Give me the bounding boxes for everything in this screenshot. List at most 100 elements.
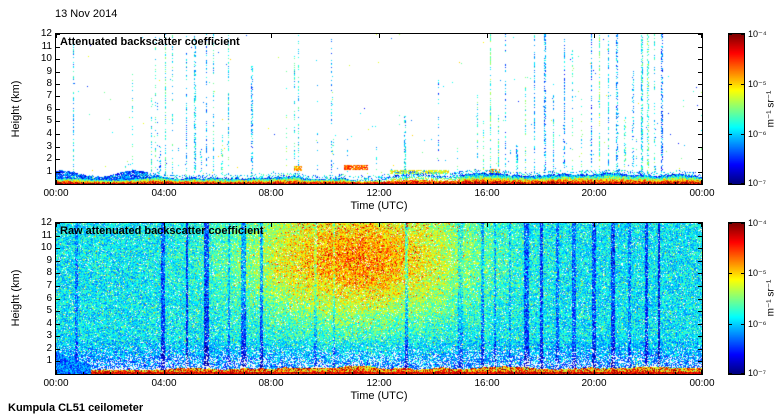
raw-backscatter-title: Raw attenuated backscatter coefficient bbox=[60, 225, 264, 237]
colorbar-tick-mark bbox=[729, 183, 732, 184]
x-minor-tick-mark bbox=[137, 182, 138, 184]
instrument-label: Kumpula CL51 ceilometer bbox=[8, 402, 144, 414]
x-minor-tick-mark bbox=[137, 372, 138, 374]
colorbar-tick-label: 10⁻⁶ bbox=[748, 129, 767, 139]
y-tick-mark bbox=[698, 72, 702, 73]
colorbar-tick-label: 10⁻⁴ bbox=[748, 218, 767, 228]
x-tick-mark bbox=[379, 223, 380, 227]
x-minor-tick-mark bbox=[621, 372, 622, 374]
x-tick-mark bbox=[487, 370, 488, 374]
y-tick-label: 10 bbox=[40, 242, 52, 253]
y-tick-mark bbox=[698, 273, 702, 274]
y-tick-mark bbox=[56, 349, 60, 350]
x-tick-mark bbox=[164, 223, 165, 227]
colorbar-tick-mark bbox=[741, 183, 744, 184]
colorbar-tick-label: 10⁻⁴ bbox=[748, 29, 767, 39]
x-tick-label: 08:00 bbox=[258, 378, 284, 389]
attenuated-backscatter-heatmap bbox=[56, 34, 702, 184]
colorbar-tick-mark bbox=[729, 223, 732, 224]
y-tick-label: 9 bbox=[46, 66, 52, 77]
x-tick-mark bbox=[487, 223, 488, 227]
x-minor-tick-mark bbox=[110, 372, 111, 374]
colorbar-tick-mark bbox=[729, 324, 732, 325]
x-tick-label: 20:00 bbox=[581, 378, 607, 389]
raw-backscatter-plot: Raw attenuated backscatter coefficient bbox=[55, 222, 703, 375]
y-tick-label: 11 bbox=[41, 41, 52, 52]
colorbar-tick-label: 10⁻⁷ bbox=[748, 178, 767, 188]
y-tick-mark bbox=[56, 324, 60, 325]
x-minor-tick-mark bbox=[244, 372, 245, 374]
raw-backscatter-heatmap bbox=[56, 223, 702, 374]
x-tick-mark bbox=[594, 34, 595, 38]
x-tick-mark bbox=[164, 34, 165, 38]
y-tick-label: 8 bbox=[46, 267, 52, 278]
y-tick-label: 10 bbox=[40, 53, 52, 64]
x-minor-tick-mark bbox=[325, 372, 326, 374]
height-axis-label-top: Height (km) bbox=[10, 80, 22, 138]
y-tick-mark bbox=[56, 134, 60, 135]
y-tick-label: 1 bbox=[46, 166, 52, 177]
colorbar-tick-label: 10⁻⁶ bbox=[748, 319, 767, 329]
colorbar-tick-mark bbox=[729, 34, 732, 35]
y-tick-mark bbox=[56, 223, 60, 224]
x-tick-label: 04:00 bbox=[151, 188, 177, 199]
x-minor-tick-mark bbox=[325, 182, 326, 184]
x-minor-tick-mark bbox=[218, 372, 219, 374]
x-minor-tick-mark bbox=[244, 182, 245, 184]
y-tick-label: 2 bbox=[46, 153, 52, 164]
y-tick-mark bbox=[56, 147, 60, 148]
y-tick-mark bbox=[698, 96, 702, 97]
y-tick-mark bbox=[56, 299, 60, 300]
colorbar-tick-mark bbox=[729, 273, 732, 274]
colorbar-tick-mark bbox=[741, 324, 744, 325]
x-minor-tick-mark bbox=[675, 182, 676, 184]
y-tick-mark bbox=[698, 34, 702, 35]
y-tick-mark bbox=[56, 159, 60, 160]
y-tick-mark bbox=[698, 47, 702, 48]
colorbar-tick-mark bbox=[741, 84, 744, 85]
y-tick-label: 1 bbox=[46, 355, 52, 366]
x-minor-tick-mark bbox=[191, 372, 192, 374]
colorbar-unit-label-top: m⁻¹ sr⁻¹ bbox=[765, 90, 777, 128]
y-tick-mark bbox=[56, 311, 60, 312]
y-tick-label: 12 bbox=[40, 28, 52, 39]
x-tick-mark bbox=[56, 370, 57, 374]
y-tick-mark bbox=[56, 109, 60, 110]
x-tick-mark bbox=[164, 180, 165, 184]
x-tick-mark bbox=[594, 370, 595, 374]
y-tick-mark bbox=[56, 34, 60, 35]
colorbar-gradient-top bbox=[729, 34, 744, 184]
y-tick-mark bbox=[56, 84, 60, 85]
y-tick-mark bbox=[698, 349, 702, 350]
y-tick-mark bbox=[698, 109, 702, 110]
x-minor-tick-mark bbox=[514, 372, 515, 374]
y-tick-mark bbox=[698, 134, 702, 135]
y-tick-mark bbox=[698, 172, 702, 173]
colorbar-tick-mark bbox=[741, 34, 744, 35]
colorbar-tick-mark bbox=[729, 373, 732, 374]
height-axis-label-bottom: Height (km) bbox=[10, 269, 22, 327]
colorbar-tick-mark bbox=[741, 373, 744, 374]
y-tick-mark bbox=[56, 248, 60, 249]
y-tick-label: 4 bbox=[46, 318, 52, 329]
y-tick-mark bbox=[698, 121, 702, 122]
x-tick-mark bbox=[594, 180, 595, 184]
x-minor-tick-mark bbox=[460, 182, 461, 184]
y-tick-label: 3 bbox=[46, 141, 52, 152]
y-tick-mark bbox=[698, 159, 702, 160]
y-tick-mark bbox=[698, 286, 702, 287]
x-tick-mark bbox=[56, 34, 57, 38]
colorbar-tick-label: 10⁻⁷ bbox=[748, 368, 767, 378]
x-tick-label: 20:00 bbox=[581, 188, 607, 199]
x-tick-label: 12:00 bbox=[366, 188, 392, 199]
x-minor-tick-mark bbox=[352, 372, 353, 374]
y-tick-mark bbox=[56, 336, 60, 337]
y-tick-mark bbox=[56, 96, 60, 97]
y-tick-mark bbox=[698, 299, 702, 300]
y-tick-label: 12 bbox=[40, 217, 52, 228]
y-tick-label: 7 bbox=[46, 280, 52, 291]
colorbar-tick-mark bbox=[741, 134, 744, 135]
y-tick-mark bbox=[56, 273, 60, 274]
y-tick-mark bbox=[56, 261, 60, 262]
